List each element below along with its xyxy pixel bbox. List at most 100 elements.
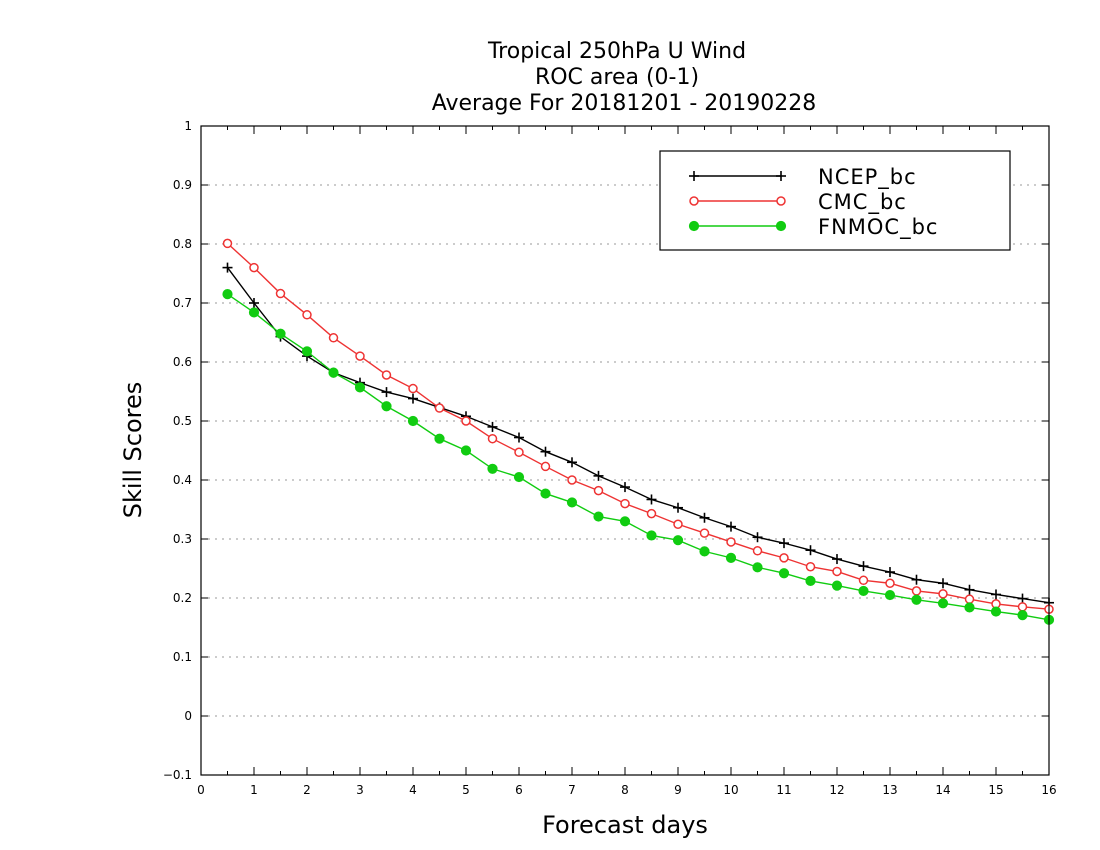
data-point-fnmoc-bc: [381, 401, 392, 412]
y-tick-label: 0.4: [173, 473, 192, 487]
y-tick-label: 0.7: [173, 296, 192, 310]
legend-item-fnmoc-bc: FNMOC_bc: [688, 215, 937, 240]
series-line-fnmoc-bc: [227, 293, 1050, 621]
data-point-ncep-bc: [673, 502, 683, 513]
data-point-cmc-bc: [408, 383, 418, 394]
data-point-cmc-bc: [381, 370, 392, 380]
data-point-ncep-bc: [779, 538, 789, 549]
data-point-cmc-bc: [938, 589, 948, 599]
data-point-ncep-bc: [514, 432, 524, 443]
data-point-cmc-bc: [355, 351, 365, 361]
data-point-cmc-bc: [275, 288, 286, 299]
data-point-cmc-bc: [964, 594, 975, 604]
data-point-fnmoc-bc: [407, 415, 419, 427]
plot-frame: [200, 125, 1050, 776]
legend-item-ncep-bc: NCEP_bc: [689, 165, 916, 190]
data-point-fnmoc-bc: [937, 598, 949, 609]
data-point-fnmoc-bc: [725, 552, 737, 563]
data-point-cmc-bc: [779, 553, 789, 563]
data-point-ncep-bc: [832, 554, 842, 565]
data-point-fnmoc-bc: [778, 568, 790, 579]
legend-marker-ncep-bc: [689, 171, 699, 181]
x-tick-label: 13: [882, 783, 897, 797]
data-point-cmc-bc: [222, 238, 233, 249]
data-point-fnmoc-bc: [248, 307, 260, 318]
data-point-cmc-bc: [434, 403, 445, 413]
data-point-fnmoc-bc: [699, 546, 710, 557]
legend-label-cmc-bc: CMC_bc: [818, 190, 907, 215]
data-point-cmc-bc: [249, 262, 259, 273]
data-point-ncep-bc: [726, 521, 736, 532]
data-series: [222, 238, 1055, 625]
data-point-ncep-bc: [222, 262, 233, 273]
y-axis-label: Skill Scores: [119, 382, 147, 519]
x-tick-label: 1: [250, 783, 258, 797]
data-point-fnmoc-bc: [752, 562, 763, 573]
data-point-ncep-bc: [699, 512, 710, 523]
data-point-ncep-bc: [593, 470, 604, 481]
x-tick-label: 15: [988, 783, 1003, 797]
legend-marker-fnmoc-bc: [775, 220, 787, 232]
data-point-ncep-bc: [567, 457, 577, 468]
x-tick-label: 6: [515, 783, 523, 797]
x-tick-label: 5: [462, 783, 470, 797]
data-point-ncep-bc: [540, 446, 551, 457]
y-tick-label: 0.1: [173, 650, 192, 664]
data-point-fnmoc-bc: [990, 606, 1002, 617]
series-fnmoc-bc: [222, 289, 1055, 625]
x-tick-label: 4: [409, 783, 417, 797]
data-point-cmc-bc: [673, 519, 683, 529]
data-point-cmc-bc: [461, 416, 471, 426]
x-tick-label: 2: [303, 783, 311, 797]
data-point-cmc-bc: [752, 546, 763, 556]
data-point-fnmoc-bc: [858, 585, 869, 597]
data-point-ncep-bc: [249, 298, 259, 308]
data-point-cmc-bc: [832, 566, 842, 577]
x-tick-label: 3: [356, 783, 364, 797]
data-point-ncep-bc: [858, 561, 869, 572]
series-line-cmc-bc: [227, 242, 1050, 610]
data-point-fnmoc-bc: [831, 580, 843, 591]
data-point-cmc-bc: [328, 333, 339, 343]
data-point-fnmoc-bc: [328, 367, 339, 378]
data-point-fnmoc-bc: [513, 471, 525, 483]
data-point-ncep-bc: [911, 574, 922, 585]
chart-title: Tropical 250hPa U Wind ROC area (0-1) Av…: [432, 39, 817, 116]
legend-marker-cmc-bc: [689, 196, 699, 206]
data-point-fnmoc-bc: [222, 289, 233, 300]
axis-ticks: −0.100.10.20.30.40.50.60.70.80.910 1 2 3 4 5 6…: [163, 119, 1057, 797]
data-point-cmc-bc: [487, 433, 498, 444]
x-tick-label: 16: [1041, 783, 1056, 797]
x-tick-label: 12: [829, 783, 844, 797]
y-tick-label: 0.5: [173, 414, 192, 428]
data-point-fnmoc-bc: [460, 445, 472, 456]
data-point-ncep-bc: [381, 387, 392, 398]
x-tick-label: 10: [723, 783, 738, 797]
data-point-fnmoc-bc: [593, 511, 604, 522]
series-ncep-bc: [222, 262, 1054, 608]
data-point-fnmoc-bc: [646, 530, 657, 541]
x-tick-label: 8: [621, 783, 629, 797]
data-point-fnmoc-bc: [884, 589, 896, 601]
gridlines: [201, 184, 1049, 717]
data-point-fnmoc-bc: [566, 497, 578, 508]
title-line-2: ROC area (0-1): [535, 65, 699, 90]
data-point-cmc-bc: [911, 586, 922, 596]
data-point-fnmoc-bc: [434, 433, 445, 444]
data-point-fnmoc-bc: [619, 516, 631, 527]
data-point-fnmoc-bc: [354, 382, 366, 393]
data-point-cmc-bc: [1017, 602, 1028, 612]
y-tick-label: −0.1: [163, 768, 192, 782]
data-point-cmc-bc: [540, 461, 551, 472]
legend-marker-fnmoc-bc: [688, 220, 700, 232]
data-point-fnmoc-bc: [1017, 610, 1028, 621]
x-axis-label: Forecast days: [542, 811, 708, 839]
data-point-ncep-bc: [964, 584, 975, 595]
title-line-3: Average For 20181201 - 20190228: [432, 91, 817, 116]
data-point-fnmoc-bc: [301, 346, 313, 357]
y-tick-label: 0.2: [173, 591, 192, 605]
data-point-ncep-bc: [408, 393, 418, 404]
series-cmc-bc: [222, 238, 1054, 614]
